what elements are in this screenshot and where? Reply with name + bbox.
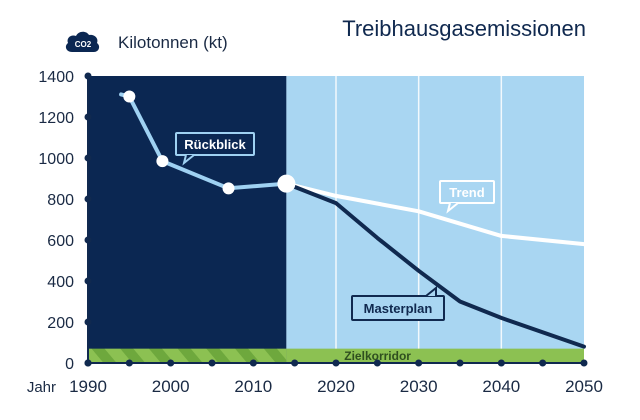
y-tick-label: 400: [47, 274, 74, 291]
chart-title: Treibhausgasemissionen: [342, 16, 586, 41]
x-tick-mark: [249, 359, 257, 367]
x-tick-label: 2040: [482, 377, 520, 396]
series-labels: Rückblick Trend Masterplan: [175, 132, 495, 321]
target-band-label: Zielkorridor: [344, 349, 411, 363]
y-tick-label: 600: [47, 233, 74, 250]
y-tick-mark: [84, 154, 92, 162]
x-tick-mark: [208, 359, 216, 367]
x-tick-mark: [332, 359, 340, 367]
x-tick-mark: [415, 359, 423, 367]
data-point: [123, 90, 136, 103]
data-point: [222, 182, 235, 195]
x-tick-mark: [125, 359, 133, 367]
x-tick-label: 2000: [152, 377, 190, 396]
x-tick-mark: [373, 359, 381, 367]
chart-background: [88, 76, 584, 363]
y-axis-title: Kilotonnen (kt): [118, 33, 228, 52]
x-axis-title: Jahr: [27, 379, 56, 396]
x-tick-mark: [456, 359, 464, 367]
x-tick-mark: [84, 359, 92, 367]
y-tick-mark: [84, 318, 92, 326]
y-tick-label: 200: [47, 315, 74, 332]
x-tick-mark: [497, 359, 505, 367]
series-label-2: Masterplan: [351, 285, 445, 321]
target-band-projection: [286, 348, 584, 363]
co2-icon: CO2: [65, 31, 100, 52]
data-point: [156, 155, 169, 168]
svg-text:Trend: Trend: [449, 185, 484, 200]
y-tick-mark: [84, 195, 92, 203]
series-line-1: [284, 181, 586, 247]
history-region: [88, 76, 287, 363]
x-tick-label: 2020: [317, 377, 355, 396]
y-tick-mark: [84, 277, 92, 285]
svg-text:Rückblick: Rückblick: [184, 137, 246, 152]
y-tick-label: 1200: [38, 110, 74, 127]
svg-text:Masterplan: Masterplan: [364, 301, 433, 316]
series-label-1: Trend: [439, 180, 495, 214]
co2-icon-label: CO2: [75, 40, 92, 49]
series-lines: [119, 90, 586, 349]
x-tick-mark: [291, 359, 299, 367]
x-tick-label: 2010: [234, 377, 272, 396]
axes: 0 200 400 600 800 1000 1200 1400 1990 2000 2010 202…: [38, 69, 603, 396]
x-tick-mark: [167, 359, 175, 367]
target-band-history: [88, 348, 287, 363]
junction-point: [277, 174, 296, 193]
y-tick-label: 800: [47, 192, 74, 209]
y-tick-label: 1400: [38, 69, 74, 86]
x-tick-mark: [539, 359, 547, 367]
target-band: Zielkorridor: [88, 348, 584, 363]
x-tick-label: 2050: [565, 377, 603, 396]
y-tick-mark: [84, 72, 92, 80]
y-tick-mark: [84, 113, 92, 121]
x-tick-label: 1990: [69, 377, 107, 396]
series-label-0: Rückblick: [175, 132, 255, 166]
x-tick-label: 2030: [400, 377, 438, 396]
y-tick-label: 1000: [38, 151, 74, 168]
y-tick-mark: [84, 236, 92, 244]
y-tick-label: 0: [65, 356, 74, 373]
x-tick-mark: [580, 359, 588, 367]
series-line-2: [284, 181, 586, 349]
